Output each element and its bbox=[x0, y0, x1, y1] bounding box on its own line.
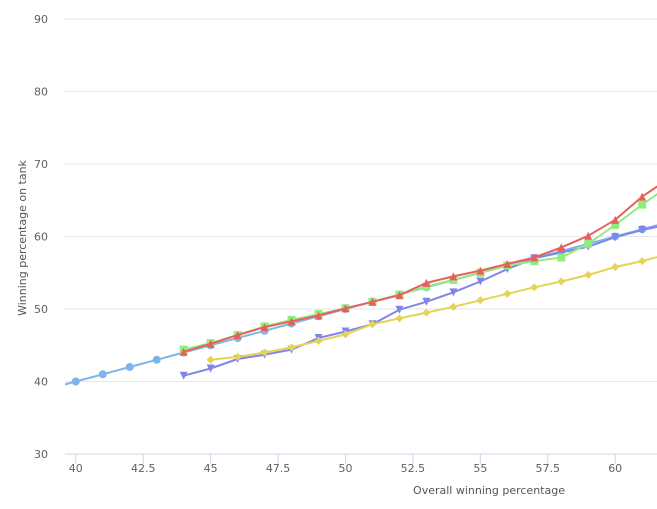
data-point-triangle bbox=[314, 311, 323, 320]
series-line bbox=[210, 256, 657, 361]
data-point-diamond bbox=[584, 270, 593, 279]
data-point-circle bbox=[125, 363, 134, 371]
data-point-circle bbox=[152, 355, 161, 364]
x-tick-label: 40 bbox=[69, 462, 83, 475]
data-point-diamond bbox=[341, 330, 350, 339]
y-axis-ticks: 30 40 50 60 70 80 90 bbox=[34, 13, 48, 461]
data-point-diamond bbox=[557, 277, 566, 286]
data-point-triangle bbox=[395, 291, 404, 300]
data-point-triangle bbox=[584, 231, 593, 240]
data-point-diamond bbox=[314, 336, 323, 345]
data-point-triangle bbox=[206, 339, 215, 348]
data-point-triangle bbox=[341, 304, 350, 313]
data-point-diamond bbox=[287, 343, 296, 352]
data-point-triangle-down bbox=[638, 225, 647, 234]
series-4 bbox=[179, 185, 657, 356]
data-point-triangle bbox=[422, 278, 431, 287]
data-point-triangle bbox=[638, 192, 647, 201]
data-point-square bbox=[638, 200, 647, 209]
data-point-triangle bbox=[530, 253, 539, 262]
x-axis-ticks: 40 42.5 45 47.5 50 52.5 55 57.5 60 bbox=[69, 454, 622, 475]
x-tick-label: 60 bbox=[608, 462, 622, 475]
data-point-triangle bbox=[260, 323, 269, 332]
data-point-triangle-down bbox=[422, 297, 431, 306]
series-0 bbox=[65, 224, 657, 386]
data-point-diamond bbox=[206, 355, 215, 364]
data-point-diamond bbox=[260, 348, 269, 357]
y-tick-label: 70 bbox=[34, 158, 48, 171]
x-tick-label: 52.5 bbox=[401, 462, 426, 475]
data-point-triangle-down bbox=[395, 305, 404, 314]
y-axis-title: Winning percentage on tank bbox=[16, 159, 29, 315]
series-3 bbox=[179, 193, 657, 354]
series-2 bbox=[206, 256, 657, 364]
data-point-square bbox=[611, 220, 620, 229]
data-point-diamond bbox=[638, 257, 647, 266]
x-tick-label: 45 bbox=[204, 462, 218, 475]
y-tick-label: 50 bbox=[34, 303, 48, 316]
series-line bbox=[183, 185, 657, 353]
data-point-triangle bbox=[557, 243, 566, 252]
y-tick-label: 40 bbox=[34, 376, 48, 389]
y-tick-label: 60 bbox=[34, 231, 48, 244]
x-axis-title: Overall winning percentage bbox=[413, 484, 565, 497]
y-tick-label: 90 bbox=[34, 13, 48, 26]
data-point-diamond bbox=[476, 296, 485, 305]
data-point-triangle bbox=[611, 215, 620, 224]
data-point-diamond bbox=[611, 262, 620, 271]
x-tick-label: 57.5 bbox=[536, 462, 561, 475]
data-point-triangle bbox=[449, 272, 458, 281]
data-point-diamond bbox=[395, 314, 404, 323]
data-point-diamond bbox=[368, 320, 377, 329]
data-point-circle bbox=[71, 377, 80, 386]
data-point-triangle-down bbox=[611, 233, 620, 242]
data-point-diamond bbox=[449, 302, 458, 311]
gridlines bbox=[65, 18, 657, 382]
data-point-triangle bbox=[476, 266, 485, 275]
series-line bbox=[65, 224, 657, 386]
data-point-triangle-down bbox=[179, 371, 188, 380]
x-tick-label: 47.5 bbox=[266, 462, 291, 475]
data-point-triangle-down bbox=[449, 288, 458, 297]
y-tick-label: 80 bbox=[34, 86, 48, 99]
data-point-circle bbox=[98, 370, 107, 379]
x-tick-label: 50 bbox=[338, 462, 352, 475]
data-point-triangle bbox=[287, 317, 296, 326]
x-tick-label: 55 bbox=[473, 462, 487, 475]
data-point-triangle bbox=[368, 297, 377, 306]
data-point-diamond bbox=[422, 308, 431, 317]
data-point-triangle bbox=[233, 331, 242, 340]
data-point-triangle-down bbox=[476, 277, 485, 286]
y-tick-label: 30 bbox=[34, 448, 48, 461]
data-point-triangle-down bbox=[206, 364, 215, 373]
series-line bbox=[183, 193, 657, 351]
data-point-triangle bbox=[179, 347, 188, 356]
plot-area bbox=[65, 185, 657, 386]
data-point-triangle bbox=[503, 260, 512, 269]
data-point-square bbox=[584, 239, 593, 248]
data-point-diamond bbox=[530, 283, 539, 292]
x-tick-label: 42.5 bbox=[131, 462, 156, 475]
data-point-square bbox=[557, 253, 566, 262]
data-point-diamond bbox=[503, 289, 512, 298]
data-point-diamond bbox=[233, 352, 242, 361]
